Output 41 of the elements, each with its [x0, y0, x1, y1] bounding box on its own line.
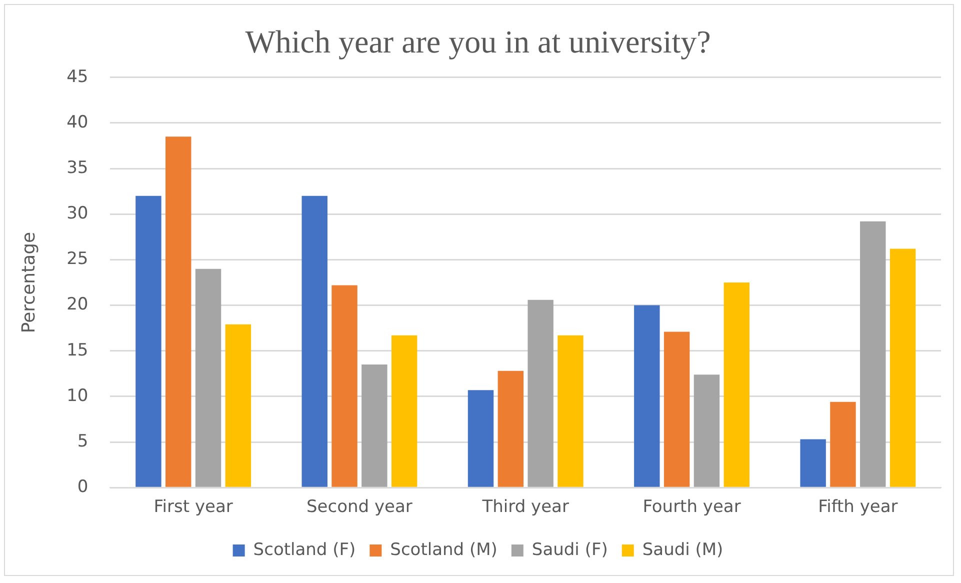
bar [332, 285, 358, 487]
legend-label: Scotland (M) [390, 540, 498, 560]
x-tick-label: First year [154, 497, 233, 518]
y-tick-label: 5 [77, 431, 88, 452]
bar [195, 268, 222, 487]
bar [225, 324, 252, 487]
y-tick-label: 20 [66, 294, 88, 315]
x-tick-label: Fourth year [642, 497, 741, 518]
bar [724, 282, 750, 487]
bar [136, 196, 162, 487]
bar [634, 305, 660, 487]
bar [528, 300, 554, 487]
bar [890, 248, 916, 487]
y-tick-label: 35 [66, 158, 88, 178]
bar [830, 402, 856, 487]
bar [800, 439, 826, 487]
bar [165, 136, 192, 487]
x-tick-label: Second year [306, 497, 412, 518]
bar [362, 364, 388, 487]
bar [391, 335, 418, 487]
chart-title: Which year are you in at university? [245, 24, 711, 60]
legend-label: Scotland (F) [253, 540, 356, 560]
x-tick-label: Fifth year [818, 497, 898, 518]
y-tick-label: 10 [66, 386, 88, 406]
bar [498, 370, 524, 487]
bar [468, 390, 494, 487]
y-tick-label: 0 [77, 477, 88, 498]
y-tick-label: 45 [66, 66, 88, 87]
y-tick-label: 25 [66, 249, 88, 270]
bar [302, 196, 328, 487]
y-tick-label: 30 [66, 204, 88, 224]
bar [664, 332, 690, 487]
y-tick-label: 40 [66, 112, 88, 132]
bar [558, 335, 584, 487]
legend-label: Saudi (M) [642, 540, 724, 560]
x-tick-label: Third year [481, 497, 569, 518]
y-tick-label: 15 [66, 340, 88, 360]
bar [860, 221, 886, 487]
bar [694, 374, 720, 487]
legend-label: Saudi (F) [532, 540, 608, 560]
y-axis-title: Percentage [18, 232, 40, 334]
